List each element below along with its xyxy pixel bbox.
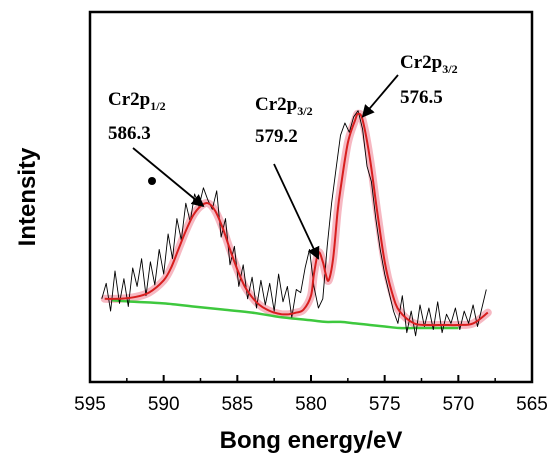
- peak-label-subscript: 3/2: [442, 62, 457, 76]
- baseline-line: [112, 299, 459, 330]
- x-tick-label: 585: [221, 394, 253, 415]
- x-axis-ticks: 595 590 585 580 575 570 565: [74, 375, 548, 415]
- peak-value-p1: 586.3: [108, 123, 151, 144]
- x-tick-label: 595: [74, 394, 106, 415]
- peak-value-p3: 576.5: [400, 87, 443, 108]
- marker-dot: [148, 177, 156, 185]
- peak-label-subscript: 1/2: [150, 99, 165, 113]
- fit-envelope-line: [104, 112, 489, 327]
- x-tick-label: 580: [295, 394, 327, 415]
- y-axis-title: Intensity: [14, 147, 41, 246]
- peak-label-p2: Cr2p3/2: [255, 94, 313, 118]
- x-tick-label: 590: [148, 394, 180, 415]
- peak-label-p3: Cr2p3/2: [400, 52, 458, 76]
- raw-data-line: [101, 110, 487, 337]
- peak-annotations: Cr2p1/2 586.3 Cr2p3/2 579.2 Cr2p3/2 576.5: [108, 52, 458, 260]
- peak-arrow-p3: [361, 74, 399, 118]
- x-tick-label: 575: [369, 394, 401, 415]
- x-axis-title: Bong energy/eV: [220, 427, 403, 454]
- peak-label-subscript: 3/2: [297, 104, 312, 118]
- peak-value-p2: 579.2: [255, 126, 298, 147]
- x-tick-label: 565: [516, 394, 548, 415]
- x-tick-label: 570: [442, 394, 474, 415]
- peak-arrow-p1: [132, 147, 205, 208]
- peak-label-p1: Cr2p1/2: [108, 89, 166, 113]
- peak-arrow-p2: [273, 163, 320, 260]
